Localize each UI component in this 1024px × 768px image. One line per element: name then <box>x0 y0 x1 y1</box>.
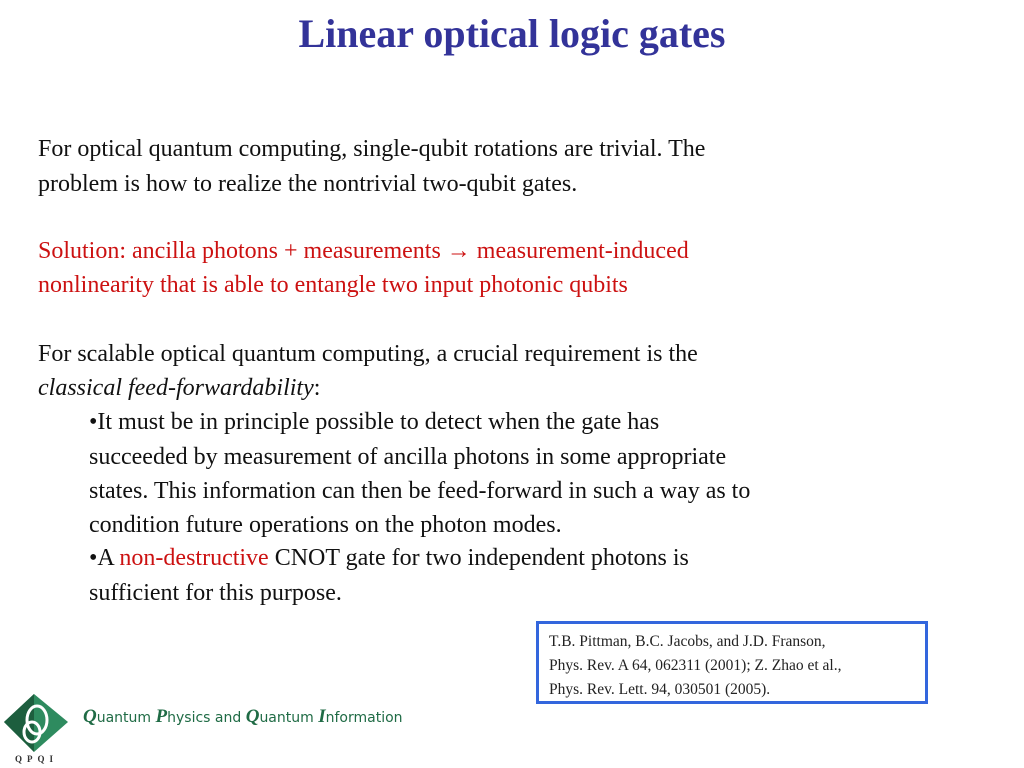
text-line: classical feed-forwardability: <box>38 371 320 405</box>
bullet-line: condition future operations on the photo… <box>89 512 562 538</box>
solution-line: nonlinearity that is able to entangle tw… <box>38 272 628 298</box>
reference-box: T.B. Pittman, B.C. Jacobs, and J.D. Fran… <box>536 621 928 704</box>
text-line: For scalable optical quantum computing, … <box>38 341 698 367</box>
bullet-line: •A non-destructive CNOT gate for two ind… <box>89 541 689 575</box>
bullet-prefix: •A <box>89 545 120 571</box>
solution-line: Solution: ancilla photons + measurements… <box>38 238 689 264</box>
bullet-line: states. This information can then be fee… <box>89 478 751 504</box>
italic-term: classical feed-forwardability <box>38 375 314 401</box>
reference-line: Phys. Rev. A 64, 062311 (2001); Z. Zhao … <box>549 657 842 674</box>
term-suffix: : <box>313 375 321 401</box>
text-line: For optical quantum computing, single-qu… <box>38 136 706 162</box>
text-line: problem is how to realize the nontrivial… <box>38 171 578 197</box>
reference-line: T.B. Pittman, B.C. Jacobs, and J.D. Fran… <box>549 633 826 650</box>
logo-text: Quantum Physics and Quantum Information <box>83 706 403 727</box>
bullet-line: sufficient for this purpose. <box>89 580 342 606</box>
highlight-term: non-destructive <box>119 545 269 571</box>
reference-line: Phys. Rev. Lett. 94, 030501 (2005). <box>549 681 771 698</box>
bullet-line: •It must be in principle possible to det… <box>89 409 660 435</box>
logo-abbrev: QPQI <box>15 754 59 764</box>
slide-title: Linear optical logic gates <box>298 11 726 56</box>
bullet-line: succeeded by measurement of ancilla phot… <box>89 444 727 470</box>
qpqi-logo-icon <box>4 694 68 752</box>
bullet-rest: CNOT gate for two independent photons is <box>268 545 689 571</box>
